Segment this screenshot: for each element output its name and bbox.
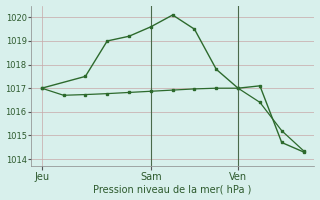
X-axis label: Pression niveau de la mer( hPa ): Pression niveau de la mer( hPa ) [93,184,252,194]
